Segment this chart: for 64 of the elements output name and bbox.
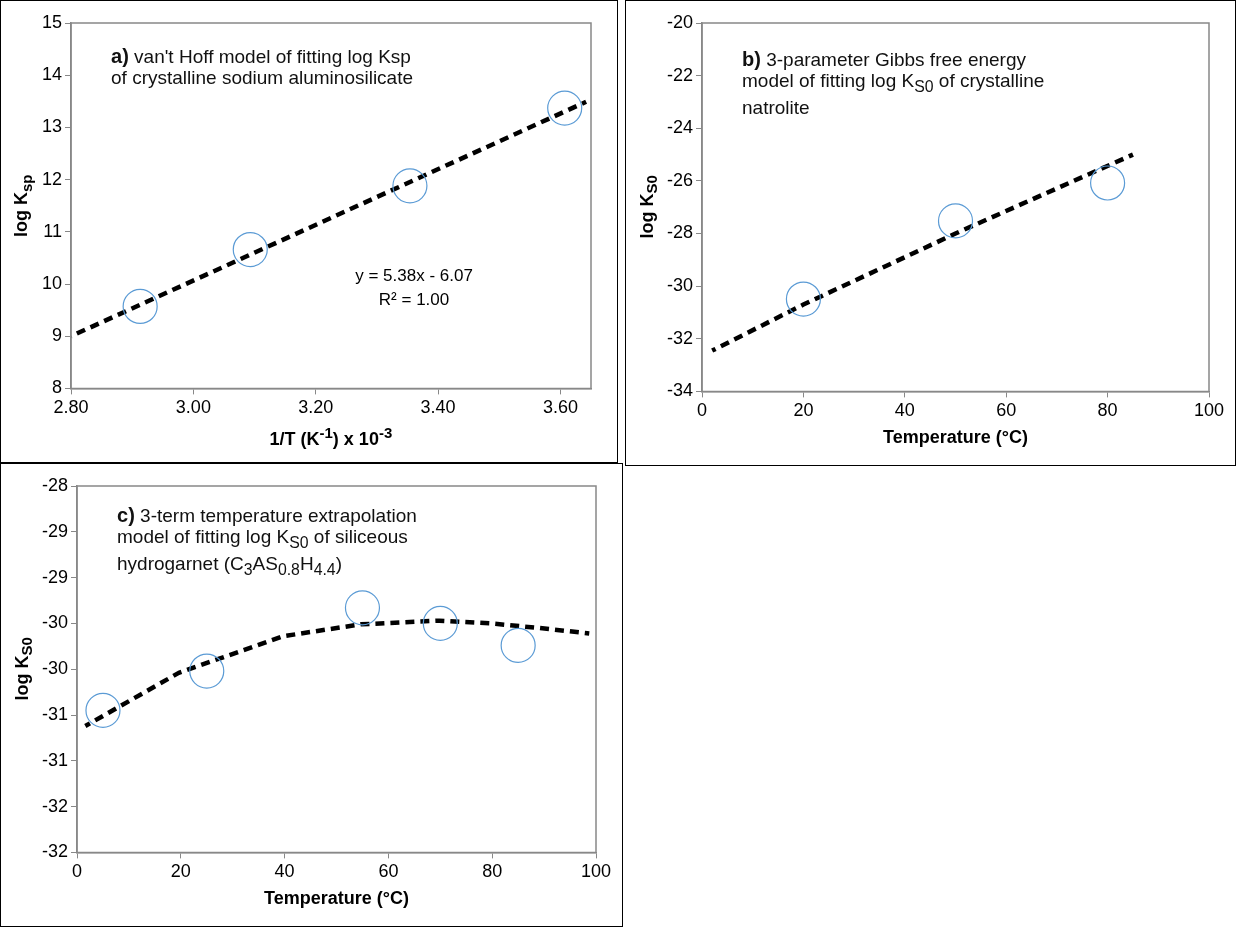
chart-title: b) 3-parameter Gibbs free energy model of fitting log K$_{S0}$ of crystalline natrolite [742,48,1045,118]
y-tick-label: 9 [52,325,63,346]
y-tick-label: -30 [42,612,69,633]
y-tick-label: -30 [667,275,694,296]
line-series [709,152,1136,353]
annotation: y = 5.38x - 6.07 [355,265,473,288]
x-tick-label: 20 [793,400,814,421]
y-tick-label: -31 [42,749,69,770]
x-tick-label: 3.60 [542,397,578,418]
y-tick-label: -28 [667,222,694,243]
x-tick-label: 20 [170,861,191,882]
y-tick-label: 14 [41,64,63,85]
point [344,590,381,626]
x-tick-label: 60 [996,400,1017,421]
x-tick-label: 2.80 [53,397,89,418]
y-tick-label: -32 [42,795,69,816]
y-tick-label: -30 [42,658,69,679]
point [422,605,458,641]
y-tick-label: -22 [667,64,694,85]
x-tick-label: 100 [580,861,612,882]
y-tick-label: -34 [667,380,694,401]
y-tick-label: 11 [43,220,63,241]
point [189,653,225,689]
point [547,90,583,126]
x-tick-label: 40 [894,400,915,421]
x-tick-label: 0 [697,400,708,421]
x-tick-label: 80 [482,861,503,882]
y-tick-label: 15 [41,11,63,32]
point [392,168,428,204]
y-tick-label: -32 [667,327,694,348]
x-tick-label: 3.40 [420,397,456,418]
x-tick-label: 60 [378,861,399,882]
text: a) van't Hoff model of fitting log Ksp of crystalline sodium aluminosilicate [111,45,415,88]
x-tick-label: 0 [72,861,83,882]
y-tick-label: -29 [42,566,69,587]
x-tick-label: 80 [1097,400,1118,421]
x-axis-title: Temperature (°C) [883,427,1028,449]
x-axis-title: 1/T (K$^{-1}$) x 10$^{-3}$ [269,424,393,451]
point [232,231,268,268]
x-tick-label: 3.20 [298,397,334,418]
y-tick-label: -24 [667,117,694,138]
point [1090,165,1126,201]
y-tick-label: 8 [52,377,63,398]
x-axis-title: Temperature (°C) [264,888,409,910]
x-tick-label: 3.00 [175,397,211,418]
y-tick-label: 10 [41,272,63,293]
point [500,627,536,663]
y-tick-label: 13 [41,116,63,137]
y-tick-label: -26 [667,169,694,190]
point [122,288,158,325]
annotation: R² = 1.00 [377,289,451,312]
chart-title: c) 3-term temperature extrapolation model of fitting log K$_{S0}$ of siliceous hydrogarnet (C$_{3}$AS$_{0.8}$H$_{4.4}$) [117,504,417,578]
x-tick-label: 100 [1193,400,1225,421]
y-tick-label: -31 [42,703,69,724]
point [85,692,121,729]
line-series [83,618,592,729]
y-tick-label: -32 [42,841,69,862]
x-tick-label: 40 [274,861,295,882]
y-tick-label: -28 [42,474,69,495]
y-tick-label: -29 [42,520,69,541]
y-tick-label: -20 [667,11,694,32]
point [937,203,974,239]
point [785,281,822,317]
y-tick-label: 12 [41,168,63,189]
